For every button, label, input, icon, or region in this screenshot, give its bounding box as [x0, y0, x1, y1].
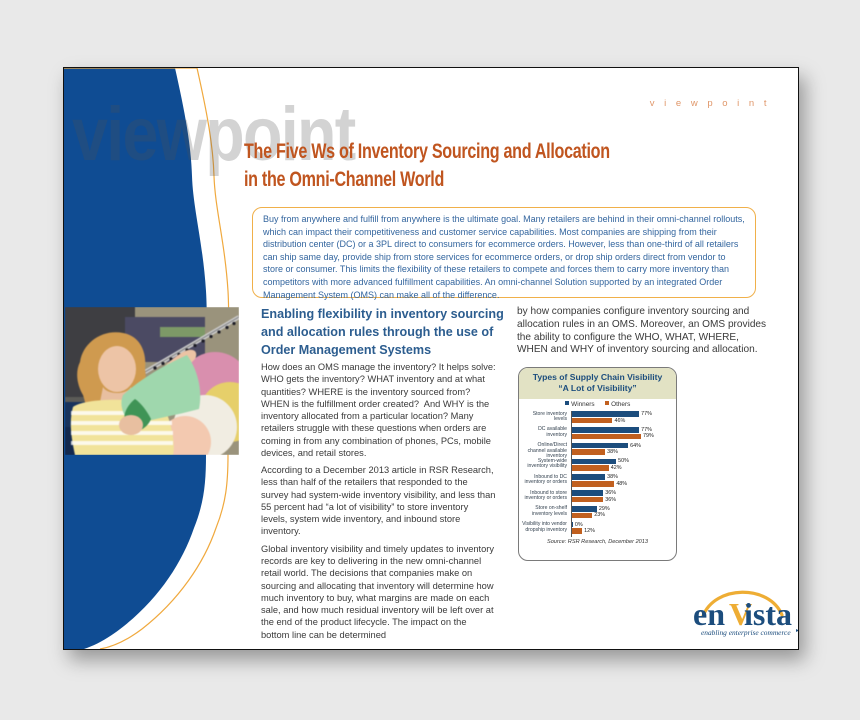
- svg-text:ista: ista: [744, 596, 792, 632]
- svg-text:en: en: [693, 596, 725, 632]
- svg-text:▸: ▸: [796, 628, 799, 634]
- svg-text:enabling enterprise commerce: enabling enterprise commerce: [701, 628, 791, 637]
